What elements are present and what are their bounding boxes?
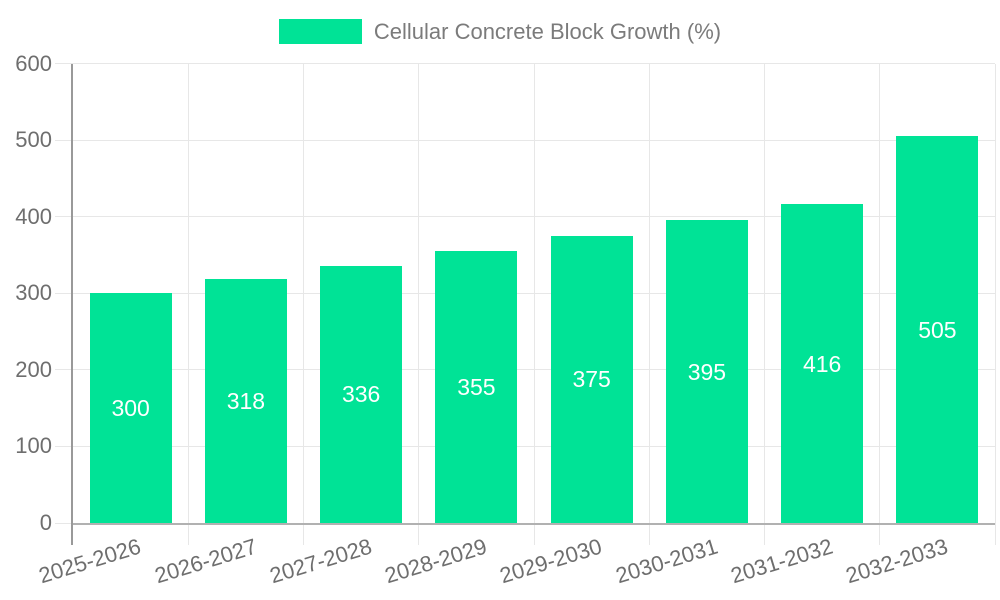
y-axis-tick-label: 100	[15, 433, 52, 459]
y-gridline	[55, 292, 995, 294]
bar[interactable]	[896, 136, 979, 523]
y-gridline	[55, 445, 995, 447]
bar-value-label: 416	[802, 350, 842, 377]
x-axis-tick-label: 2026-2027	[151, 533, 260, 589]
y-axis-tick-label: 500	[15, 127, 52, 153]
x-gridline	[418, 63, 420, 545]
bar[interactable]	[781, 204, 864, 523]
legend-label: Cellular Concrete Block Growth (%)	[373, 19, 722, 44]
bar-value-label: 300	[111, 395, 150, 422]
x-axis-tick-label: 2030-2031	[612, 533, 721, 589]
x-gridline	[879, 63, 881, 545]
y-axis-line	[71, 63, 73, 545]
x-axis-tick-label: 2031-2032	[727, 533, 836, 589]
x-axis-tick-label: 2029-2030	[497, 533, 606, 589]
y-gridline	[55, 216, 995, 218]
y-axis-tick-label: 200	[15, 356, 52, 382]
bar-value-label: 318	[226, 388, 266, 415]
y-axis-tick-label: 300	[15, 280, 52, 306]
bar-value-label: 336	[341, 381, 381, 408]
bar-value-label: 395	[687, 358, 727, 385]
x-axis-tick-label: 2025-2026	[36, 533, 145, 589]
y-gridline	[55, 369, 995, 371]
bar-value-label: 375	[572, 366, 611, 393]
x-axis-tick-label: 2032-2033	[842, 533, 951, 589]
bar[interactable]	[435, 251, 518, 523]
y-axis-tick-label: 400	[15, 203, 52, 229]
bar[interactable]	[550, 235, 633, 523]
x-gridline	[648, 63, 650, 545]
x-gridline	[533, 63, 535, 545]
y-gridline	[55, 139, 995, 141]
x-axis-tick-label: 2028-2029	[381, 533, 490, 589]
legend-swatch	[278, 19, 362, 44]
x-axis-tick-label: 2027-2028	[266, 533, 375, 589]
x-axis-line	[73, 523, 995, 525]
bar[interactable]	[320, 265, 403, 523]
bar-value-label: 505	[918, 316, 957, 343]
bar[interactable]	[89, 293, 172, 523]
x-gridline	[764, 63, 765, 545]
y-gridline	[55, 63, 995, 64]
y-axis-tick-label: 600	[15, 50, 52, 76]
chart-legend[interactable]: Cellular Concrete Block Growth (%)	[0, 19, 1000, 44]
x-gridline	[994, 63, 996, 545]
bar-value-label: 355	[457, 374, 496, 401]
x-gridline	[187, 63, 189, 545]
y-axis-tick-label: 0	[39, 510, 52, 535]
bar[interactable]	[665, 220, 748, 523]
x-gridline	[303, 63, 304, 545]
bar[interactable]	[204, 279, 287, 523]
y-gridline	[55, 522, 73, 524]
